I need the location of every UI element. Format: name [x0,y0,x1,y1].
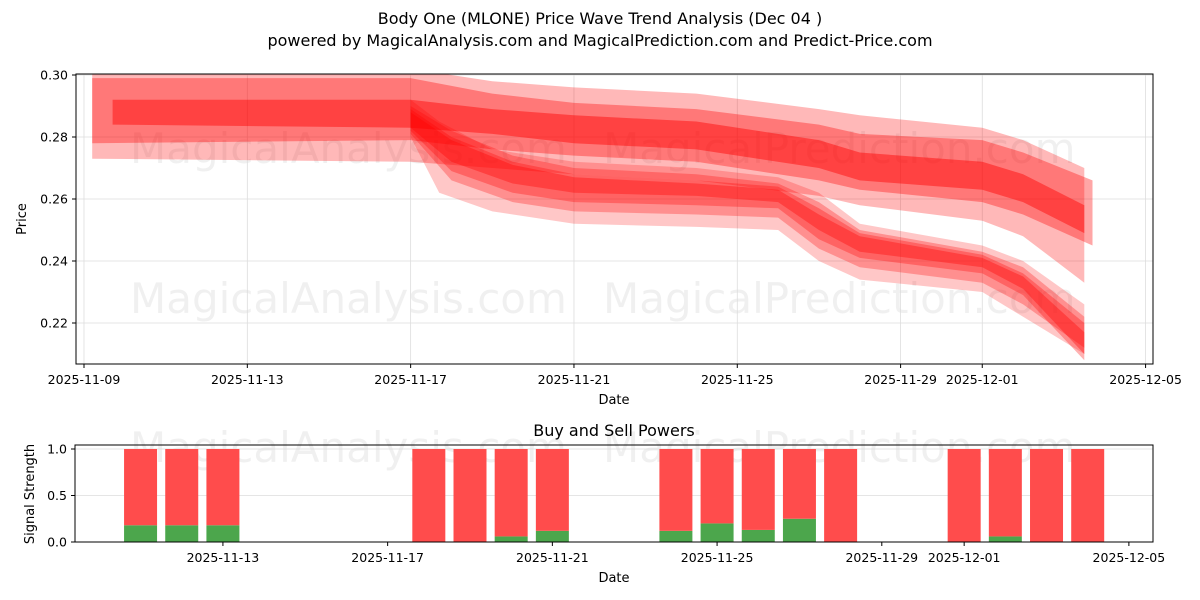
buy-bar [124,525,158,542]
x-tick-label: 2025-11-17 [351,550,424,565]
sell-bar [947,449,981,542]
buy-bar [535,530,569,542]
sell-bar [824,449,858,542]
x-tick-label: 2025-12-01 [946,372,1019,387]
buy-bar [700,523,734,542]
buy-bar [165,525,199,542]
chart-title: Body One (MLONE) Price Wave Trend Analys… [377,9,823,28]
main-grid [76,74,1153,364]
y-tick-label: 0.0 [47,535,67,550]
wave-band-wave-lower-1 [410,99,1085,354]
sell-bar [659,449,693,531]
sell-bar [700,449,734,524]
x-tick-label: 2025-11-13 [187,550,260,565]
x-tick-label: 2025-11-21 [538,372,611,387]
sell-bar [535,449,569,531]
x-axis-label: Date [598,393,629,408]
wave-bands [92,74,1093,361]
buy-bar [741,529,775,542]
signal-bars [124,449,1105,542]
wave-band-wave-upper-1 [92,74,1085,283]
sell-bar [494,449,528,537]
x-tick-label: 2025-11-25 [701,372,774,387]
sell-bar [165,449,199,526]
watermark: MagicalPrediction.com [603,274,1076,323]
x-tick-label: 2025-11-13 [211,372,284,387]
watermark: MagicalAnalysis.com [130,274,567,323]
sell-bar [206,449,240,526]
sell-bar [988,449,1022,537]
buy-bar [659,530,693,542]
wave-band-wave-upper-2 [92,78,1093,246]
sell-bar [1030,449,1064,542]
x-tick-label: 2025-12-05 [1109,372,1182,387]
y-tick-label: 0.26 [40,192,68,207]
sell-bar [124,449,158,526]
sell-bar [453,449,487,542]
x-tick-label: 2025-11-17 [374,372,447,387]
sell-bar [412,449,446,542]
x-tick-label: 2025-11-29 [845,550,918,565]
watermark: MagicalPrediction.com [603,124,1076,173]
bar-chart-title: Buy and Sell Powers [533,421,695,440]
sell-bar [782,449,816,519]
main-axes-frame [75,73,1154,365]
sell-bar [1071,449,1105,542]
buy-bar [494,536,528,542]
buy-bar [782,518,816,542]
buy-bar [988,536,1022,542]
chart-subtitle: powered by MagicalAnalysis.com and Magic… [267,31,933,50]
watermark: MagicalAnalysis.com [130,124,567,173]
x-tick-label: 2025-12-01 [928,550,1001,565]
y-tick-label: 0.28 [40,130,68,145]
watermark: MagicalAnalysis.com [130,423,567,472]
wave-band-wave-upper-3 [112,99,1085,234]
x-tick-label: 2025-11-25 [681,550,754,565]
y-axis-label: Price [15,203,30,235]
y-tick-label: 0.22 [40,316,68,331]
y-axis-label: Signal Strength [23,444,38,544]
bar-axes-frame [74,444,1154,543]
y-tick-label: 0.30 [40,68,68,83]
y-tick-label: 0.24 [40,254,68,269]
buy-bar [206,525,240,542]
x-axis-label: Date [598,571,629,586]
y-tick-label: 0.5 [47,488,67,503]
x-tick-label: 2025-12-05 [1093,550,1166,565]
x-tick-label: 2025-11-29 [864,372,937,387]
x-tick-label: 2025-11-21 [516,550,589,565]
y-tick-label: 1.0 [47,442,67,457]
sell-bar [741,449,775,530]
x-tick-label: 2025-11-09 [48,372,121,387]
